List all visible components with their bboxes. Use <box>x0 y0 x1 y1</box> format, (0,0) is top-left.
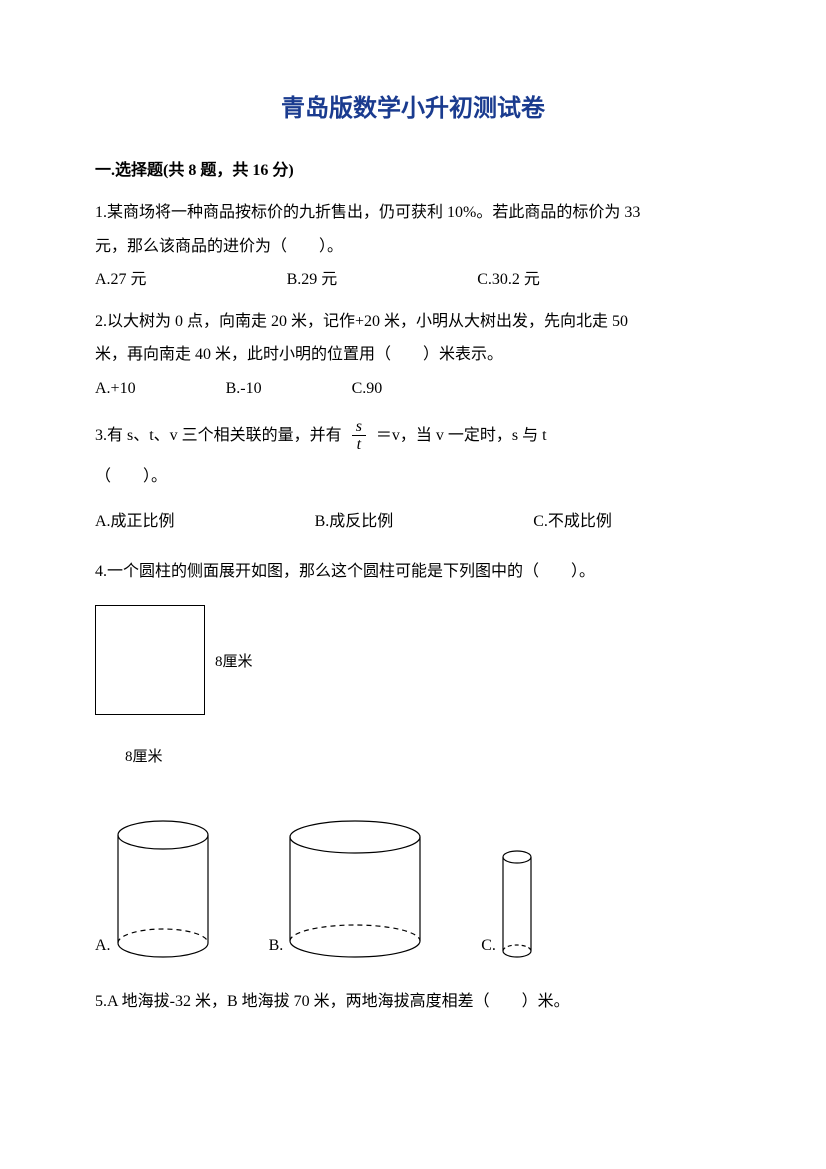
q3-options: A.成正比例 B.成反比例 C.不成比例 <box>95 509 731 535</box>
q4-opt-c-label: C. <box>481 933 496 959</box>
question-2: 2.以大树为 0 点，向南走 20 米，记作+20 米，小明从大树出发，先向北走… <box>95 309 731 402</box>
section-1-header: 一.选择题(共 8 题，共 16 分) <box>95 158 731 184</box>
q3-frac-num: s <box>352 418 366 437</box>
question-3: 3.有 s、t、v 三个相关联的量，并有 s t ＝v，当 v 一定时，s 与 … <box>95 418 731 535</box>
q1-line1: 1.某商场将一种商品按标价的九折售出，仍可获利 10%。若此商品的标价为 33 <box>95 200 731 226</box>
q1-opt-b[interactable]: B.29 元 <box>287 267 338 293</box>
q4-square-figure: 8厘米 8厘米 <box>95 605 731 769</box>
q4-line1: 4.一个圆柱的侧面展开如图，那么这个圆柱可能是下列图中的（ ）。 <box>95 559 731 585</box>
cylinder-b-icon <box>289 819 421 959</box>
q3-text-post: ＝v，当 v 一定时，s 与 t <box>376 426 547 443</box>
q4-opt-b-label: B. <box>269 933 284 959</box>
q2-opt-a[interactable]: A.+10 <box>95 376 136 402</box>
q1-line2: 元，那么该商品的进价为（ ）。 <box>95 234 731 260</box>
q3-line1: 3.有 s、t、v 三个相关联的量，并有 s t ＝v，当 v 一定时，s 与 … <box>95 418 731 454</box>
q2-line1: 2.以大树为 0 点，向南走 20 米，记作+20 米，小明从大树出发，先向北走… <box>95 309 731 335</box>
q4-opt-a-label: A. <box>95 933 111 959</box>
q1-opt-a[interactable]: A.27 元 <box>95 267 147 293</box>
q2-line2: 米，再向南走 40 米，此时小明的位置用（ ）米表示。 <box>95 342 731 368</box>
q3-text-pre: 3.有 s、t、v 三个相关联的量，并有 <box>95 426 342 443</box>
question-4: 4.一个圆柱的侧面展开如图，那么这个圆柱可能是下列图中的（ ）。 8厘米 8厘米… <box>95 559 731 959</box>
q5-line1: 5.A 地海拔-32 米，B 地海拔 70 米，两地海拔高度相差（ ）米。 <box>95 989 731 1015</box>
square-shape <box>95 605 205 715</box>
q4-cylinder-row: A. B. C. <box>95 819 731 959</box>
q3-opt-a[interactable]: A.成正比例 <box>95 509 175 535</box>
q2-opt-b[interactable]: B.-10 <box>226 376 262 402</box>
q4-opt-b[interactable]: B. <box>269 819 422 959</box>
q3-frac-den: t <box>352 436 366 454</box>
square-label-bottom: 8厘米 <box>125 745 731 769</box>
q1-opt-c[interactable]: C.30.2 元 <box>477 267 540 293</box>
q3-opt-b[interactable]: B.成反比例 <box>315 509 394 535</box>
q1-options: A.27 元 B.29 元 C.30.2 元 <box>95 267 731 293</box>
q3-line2: （ ）。 <box>95 464 731 490</box>
cylinder-a-icon <box>117 819 209 959</box>
square-label-right: 8厘米 <box>215 650 253 674</box>
q4-opt-a[interactable]: A. <box>95 819 209 959</box>
question-5: 5.A 地海拔-32 米，B 地海拔 70 米，两地海拔高度相差（ ）米。 <box>95 989 731 1015</box>
page-title: 青岛版数学小升初测试卷 <box>95 90 731 128</box>
q3-fraction: s t <box>352 418 366 454</box>
cylinder-c-icon <box>502 849 532 959</box>
q3-opt-c[interactable]: C.不成比例 <box>533 509 612 535</box>
question-1: 1.某商场将一种商品按标价的九折售出，仍可获利 10%。若此商品的标价为 33 … <box>95 200 731 293</box>
q2-options: A.+10 B.-10 C.90 <box>95 376 731 402</box>
q4-opt-c[interactable]: C. <box>481 849 532 959</box>
q2-opt-c[interactable]: C.90 <box>352 376 383 402</box>
